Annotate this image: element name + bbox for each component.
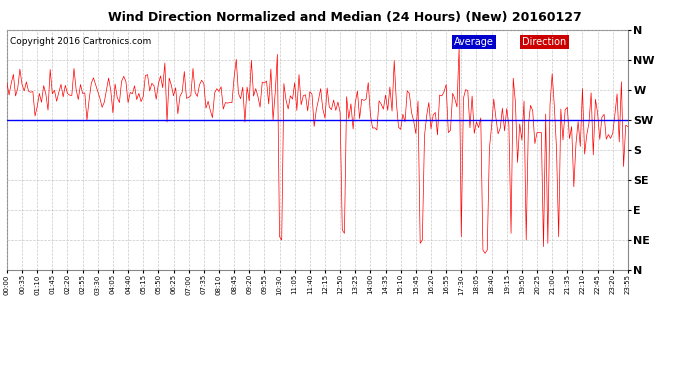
Text: Wind Direction Normalized and Median (24 Hours) (New) 20160127: Wind Direction Normalized and Median (24… <box>108 11 582 24</box>
Text: Average: Average <box>454 37 494 47</box>
Text: Copyright 2016 Cartronics.com: Copyright 2016 Cartronics.com <box>10 37 151 46</box>
Text: Direction: Direction <box>522 37 566 47</box>
